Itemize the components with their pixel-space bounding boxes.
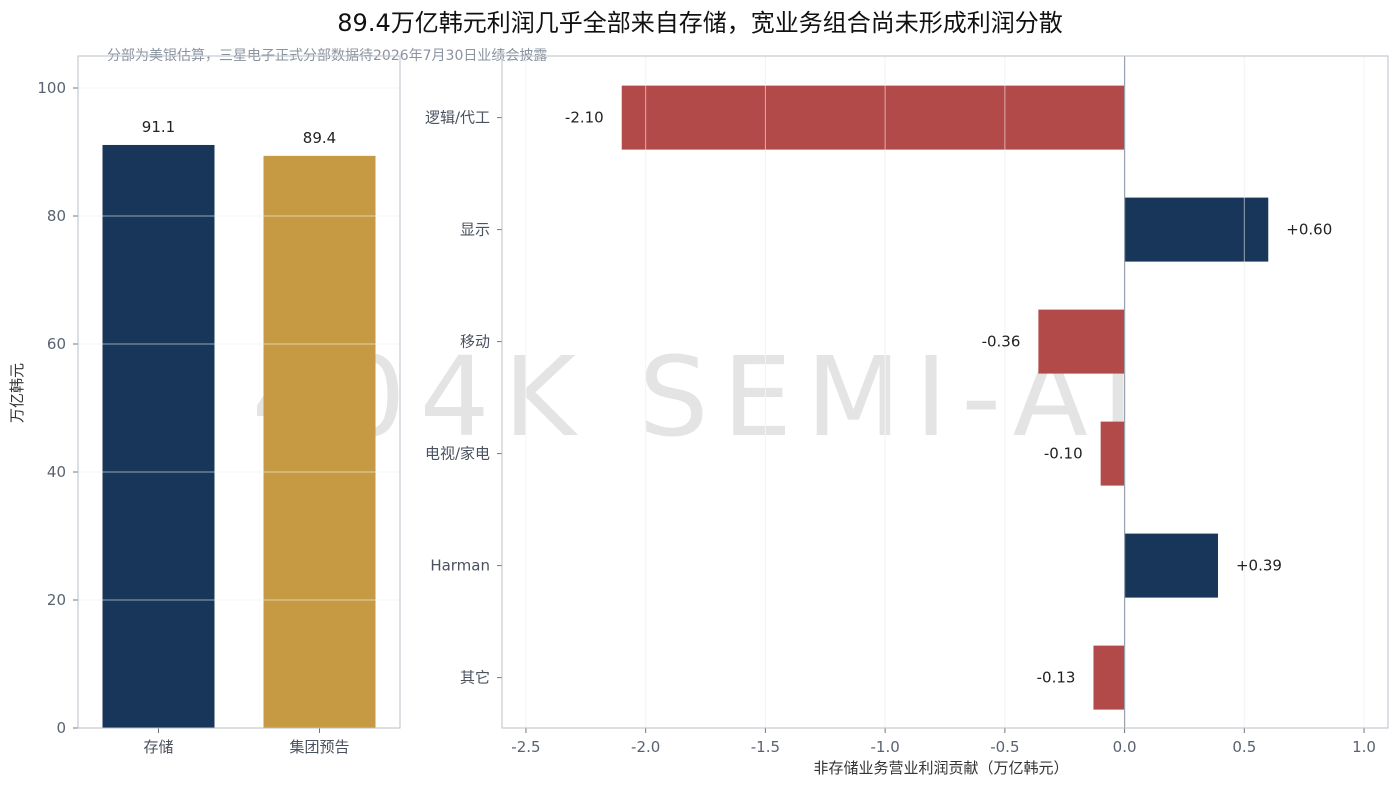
- chart-title: 89.4万亿韩元利润几乎全部来自存储，宽业务组合尚未形成利润分散: [337, 9, 1062, 37]
- right-y-category-label: Harman: [430, 557, 490, 575]
- right-bar: [1124, 197, 1269, 262]
- right-x-ticks: -2.5 -2.0 -1.5 -1.0 -0.5 0.0 0.5 1.0: [511, 728, 1376, 756]
- left-bars: [78, 87, 400, 729]
- left-value-label: 89.4: [303, 129, 336, 147]
- right-x-tick-label: 0.0: [1113, 738, 1137, 756]
- right-x-tick-label: -0.5: [990, 738, 1019, 756]
- right-value-label: -2.10: [565, 109, 604, 127]
- left-y-tick-label: 80: [47, 207, 66, 225]
- right-y-category-label: 逻辑/代工: [425, 109, 490, 127]
- right-y-category-label: 移动: [460, 333, 490, 351]
- right-x-tick-label: -1.0: [870, 738, 899, 756]
- left-bar: [263, 155, 376, 729]
- right-bar: [1124, 533, 1218, 598]
- left-value-labels: 91.1 89.4: [142, 118, 336, 147]
- left-y-tick-label: 20: [47, 591, 66, 609]
- right-x-axis-label: 非存储业务营业利润贡献（万亿韩元）: [813, 759, 1068, 777]
- right-value-label: +0.60: [1286, 221, 1332, 239]
- right-bar: [1093, 645, 1125, 710]
- left-y-tick-label: 40: [47, 463, 66, 481]
- right-y-category-label: 其它: [460, 669, 490, 687]
- non-storage-contribution-chart: -2.10+0.60-0.36-0.10+0.39-0.13 -2.5 -2.0-…: [425, 55, 1389, 777]
- right-bar: [1100, 421, 1125, 486]
- right-value-label: -0.13: [1037, 669, 1076, 687]
- left-y-tick-label: 0: [56, 719, 66, 737]
- right-value-label: -0.36: [982, 333, 1021, 351]
- right-bar: [1038, 309, 1125, 374]
- right-value-labels: -2.10 +0.60 -0.36 -0.10 +0.39 -0.13: [565, 109, 1332, 687]
- right-x-tick-label: -2.0: [631, 738, 660, 756]
- left-x-category-label: 集团预告: [289, 738, 349, 756]
- right-x-tick-label: -1.5: [751, 738, 780, 756]
- left-x-categories: 存储 集团预告: [143, 728, 350, 756]
- left-y-tick-label: 100: [37, 79, 66, 97]
- right-value-label: -0.10: [1044, 445, 1083, 463]
- left-x-category-label: 存储: [143, 738, 173, 756]
- right-x-tick-label: 1.0: [1352, 738, 1376, 756]
- left-bar: [102, 144, 215, 728]
- right-x-tick-label: 0.5: [1232, 738, 1256, 756]
- right-value-label: +0.39: [1236, 557, 1282, 575]
- left-y-axis-label: 万亿韩元: [8, 363, 26, 423]
- right-bar: [621, 85, 1125, 150]
- left-y-tick-label: 60: [47, 335, 66, 353]
- right-x-tick-label: -2.5: [511, 738, 540, 756]
- right-bars: [525, 56, 1365, 728]
- left-value-label: 91.1: [142, 118, 175, 136]
- storage-vs-group-chart: 91.1 89.4 0 20 40 60 80 100 存储 集团预告 万亿韩元: [8, 55, 401, 756]
- right-plot-frame: [501, 55, 1389, 729]
- right-y-category-label: 显示: [460, 221, 490, 239]
- watermark: 404K SEMI-AI: [252, 333, 1149, 461]
- right-y-category-label: 电视/家电: [425, 445, 490, 463]
- left-plot-frame: [77, 55, 401, 729]
- left-y-ticks: 0 20 40 60 80 100: [37, 79, 78, 737]
